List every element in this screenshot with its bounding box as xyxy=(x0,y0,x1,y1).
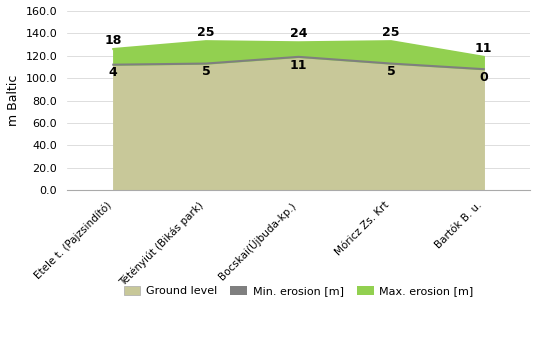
Text: 0: 0 xyxy=(480,71,488,84)
Legend: Ground level, Min. erosion [m], Max. erosion [m]: Ground level, Min. erosion [m], Max. ero… xyxy=(119,282,478,301)
Text: 24: 24 xyxy=(290,27,307,40)
Text: 11: 11 xyxy=(475,42,492,55)
Text: 11: 11 xyxy=(290,58,307,71)
Text: 25: 25 xyxy=(382,26,400,39)
Text: 5: 5 xyxy=(387,65,396,78)
Text: 18: 18 xyxy=(105,34,122,47)
Text: 5: 5 xyxy=(201,65,211,78)
Y-axis label: m Baltic: m Baltic xyxy=(7,75,20,126)
Text: 4: 4 xyxy=(109,67,118,79)
Text: 25: 25 xyxy=(197,26,215,39)
